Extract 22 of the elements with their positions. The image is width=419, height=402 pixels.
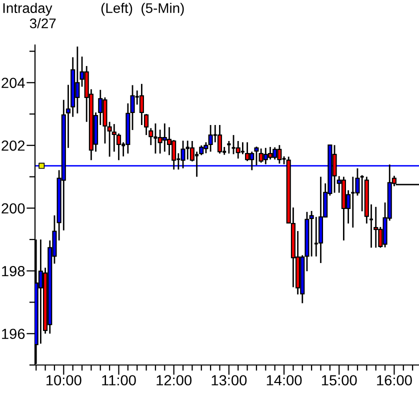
y-tick-label: 200 [2, 203, 25, 214]
x-tick-label: 13:00 [212, 375, 247, 386]
x-tick-label: 10:00 [46, 375, 82, 386]
candlestick [374, 206, 378, 248]
candlestick [217, 124, 222, 154]
candlestick [236, 140, 240, 160]
y-tick-label: 202 [2, 140, 25, 151]
x-tick-label: 16:00 [377, 375, 412, 386]
y-tick-label: 196 [2, 328, 25, 340]
y-tick-label: 204 [2, 78, 25, 88]
candlestick [268, 146, 273, 160]
x-tick-label: 12:00 [156, 375, 192, 386]
candlestick [208, 124, 213, 152]
candlestick [245, 142, 250, 162]
x-tick-label: 15:00 [322, 375, 357, 386]
y-tick-label: 198 [2, 266, 25, 276]
x-tick-label: 14:00 [266, 375, 302, 386]
x-tick-label: 11:00 [102, 375, 136, 386]
text: Intraday [3, 2, 52, 16]
text: 3/27 [30, 18, 56, 28]
candlestick [314, 216, 319, 258]
chart-title: (Left) (5-Min) [101, 2, 184, 16]
